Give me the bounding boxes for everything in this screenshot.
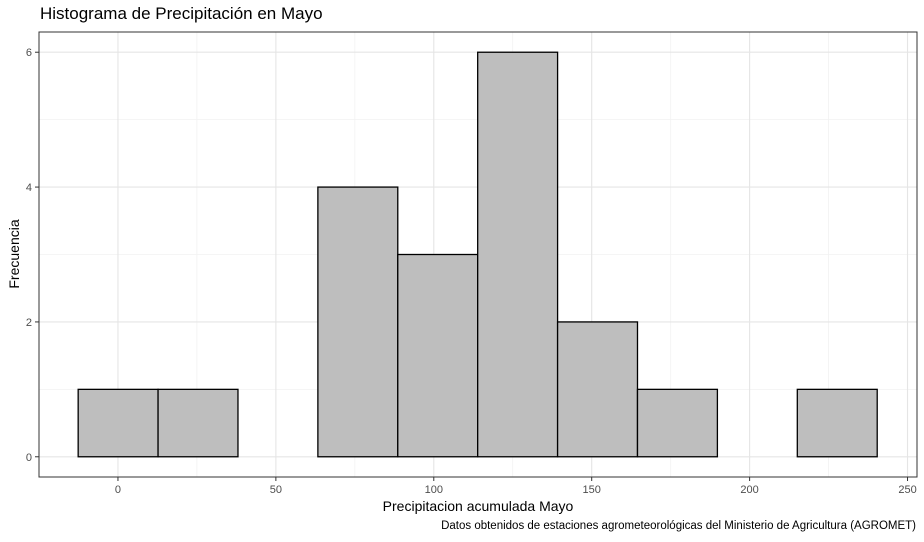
bar-layer — [77, 51, 878, 458]
axis-layer: 0 50 100 150 200 250 0 2 4 6 — [26, 47, 917, 496]
histogram-bar — [77, 388, 159, 458]
y-tick-label: 0 — [26, 452, 32, 464]
histogram-bar — [556, 321, 639, 458]
histogram-bar — [636, 388, 719, 458]
histogram-bar — [157, 388, 239, 458]
chart-title: Histograma de Precipitación en Mayo — [40, 4, 323, 23]
x-tick-label: 50 — [270, 484, 282, 496]
x-tick-label: 100 — [425, 484, 443, 496]
histogram-bar — [477, 51, 559, 458]
x-tick-label: 250 — [898, 484, 916, 496]
x-axis-label: Precipitacion acumulada Mayo — [382, 498, 574, 514]
histogram-bar — [397, 253, 479, 458]
histogram-bar — [317, 186, 399, 458]
y-tick-label: 6 — [26, 47, 32, 59]
x-tick-label: 150 — [583, 484, 601, 496]
x-tick-label: 200 — [740, 484, 758, 496]
y-tick-label: 2 — [26, 317, 32, 329]
x-tick-label: 0 — [115, 484, 121, 496]
chart-caption: Datos obtenidos de estaciones agrometeor… — [441, 520, 916, 532]
histogram-bar — [796, 388, 878, 458]
y-tick-label: 4 — [26, 182, 32, 194]
y-axis-label: Frecuencia — [6, 219, 22, 289]
panel-border — [38, 31, 918, 478]
